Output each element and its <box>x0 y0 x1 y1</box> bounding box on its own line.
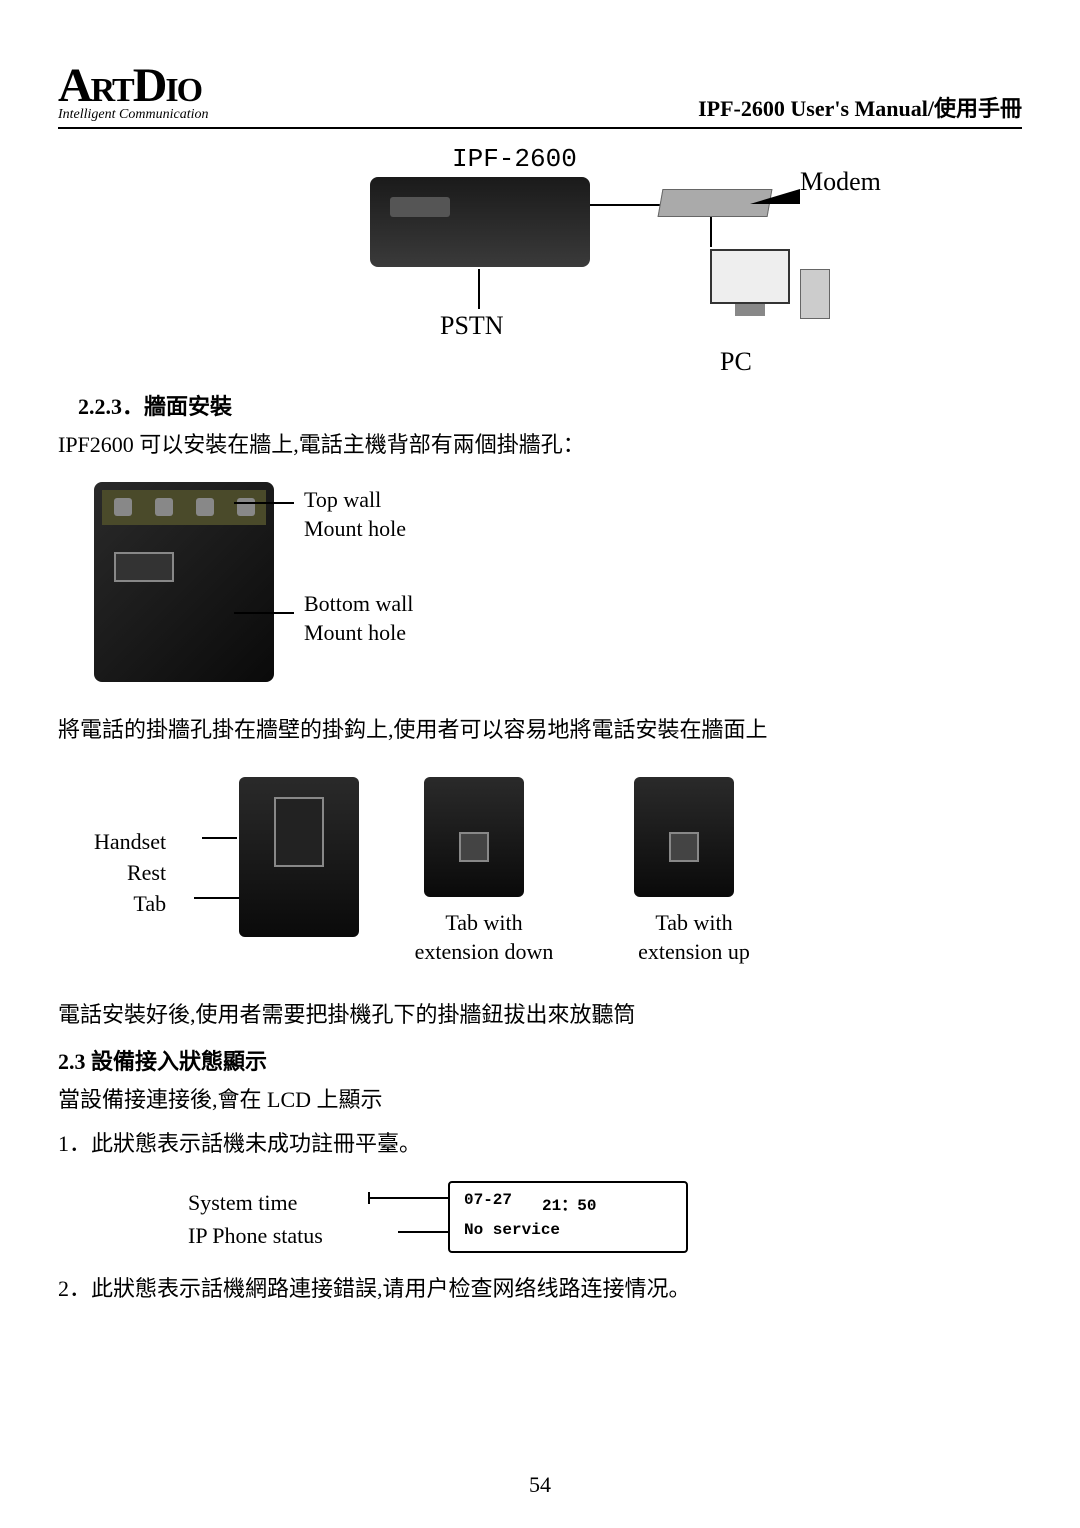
logo-block: ArtDio Intelligent Communication <box>58 60 208 123</box>
section-23-text1: 當設備接連接後,會在 LCD 上顯示 <box>58 1082 1022 1117</box>
connector-line <box>590 204 665 206</box>
section-23-text2: 1．此狀態表示話機未成功註冊平臺。 <box>58 1126 1022 1161</box>
connector-line <box>710 217 712 247</box>
page-header: ArtDio Intelligent Communication IPF-260… <box>58 60 1022 129</box>
section-23-text3: 2．此狀態表示話機網路連接錯誤,请用户检查网络线路连接情况。 <box>58 1271 1022 1306</box>
lcd-date: 07-27 <box>464 1191 512 1215</box>
section-23-heading: 2.3 設備接入狀態顯示 <box>58 1044 1022 1076</box>
tab-down-caption: Tab with extension down <box>399 909 569 966</box>
callout-line <box>398 1231 448 1233</box>
ipf-label: IPF-2600 <box>452 144 577 174</box>
logo-tagline: Intelligent Communication <box>58 107 208 123</box>
manual-title: IPF-2600 User's Manual/使用手冊 <box>698 91 1022 123</box>
modem-label: Modem <box>800 167 881 197</box>
section-23-intro: 電話安裝好後,使用者需要把掛機孔下的掛牆鈕拔出來放聽筒 <box>58 997 1022 1032</box>
handset-tab-figure: Handset Rest Tab Tab with extension down… <box>94 777 894 967</box>
logo-main: ArtDio <box>58 60 208 113</box>
tab-up-icon <box>634 777 734 897</box>
pstn-label: PSTN <box>440 311 504 341</box>
tab-up-caption: Tab with extension up <box>614 909 774 966</box>
callout-line <box>194 897 239 899</box>
lcd-status-figure: System time IP Phone status 07-27 21：50 … <box>188 1181 728 1261</box>
section-223-text2: 將電話的掛牆孔掛在牆壁的掛鈎上,使用者可以容易地將電話安裝在牆面上 <box>58 712 1022 747</box>
page-number: 54 <box>529 1472 551 1498</box>
lcd-status: No service <box>464 1221 672 1239</box>
callout-line <box>234 612 294 614</box>
callout-line <box>234 502 294 504</box>
section-223-heading: 2.2.3．牆面安裝 <box>78 389 1022 421</box>
lcd-screen: 07-27 21：50 No service <box>448 1181 688 1253</box>
connection-diagram: IPF-2600 Modem PSTN PC <box>220 139 860 369</box>
pc-icon <box>700 249 800 339</box>
device-back-icon <box>94 482 274 682</box>
tab-down-icon <box>424 777 524 897</box>
ipf-device-icon <box>370 177 590 267</box>
section-223-text1: IPF2600 可以安裝在牆上,電話主機背部有兩個掛牆孔： <box>58 427 1022 462</box>
lcd-time: 21：50 <box>542 1191 596 1215</box>
handset-labels: Handset Rest Tab <box>94 827 166 919</box>
callout-line <box>202 837 237 839</box>
callout-line <box>368 1197 448 1199</box>
callout-bottom-wall: Bottom wall Mount hole <box>304 590 413 647</box>
pc-label: PC <box>720 347 752 377</box>
modem-arrow-icon <box>750 189 800 204</box>
pstn-line <box>478 269 480 309</box>
lcd-callout-labels: System time IP Phone status <box>188 1186 323 1252</box>
handset-base-icon <box>239 777 359 937</box>
callout-top-wall: Top wall Mount hole <box>304 486 406 543</box>
wall-mount-figure: Top wall Mount hole Bottom wall Mount ho… <box>94 482 514 682</box>
